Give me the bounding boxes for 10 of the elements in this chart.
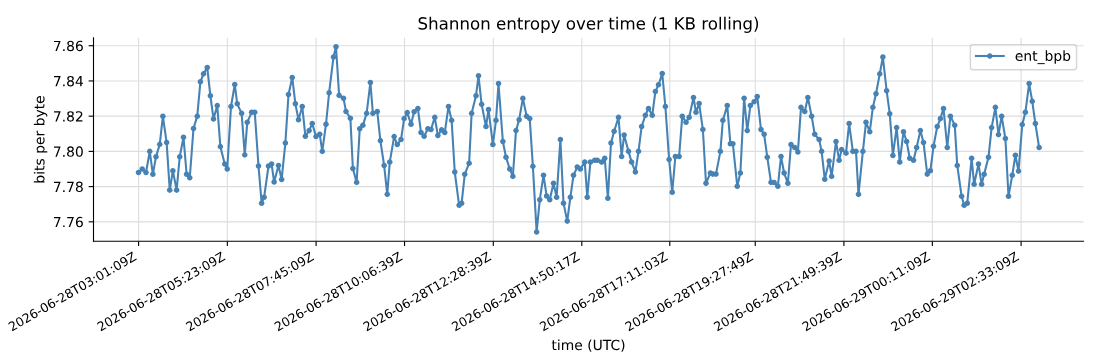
y-tick-label: 7.84 [53,75,83,87]
chart-title: Shannon entropy over time (1 KB rolling) [418,16,759,33]
y-axis-title: bits per byte [33,96,48,183]
y-tick-label: 7.76 [53,216,83,228]
y-tick-label: 7.82 [53,111,83,122]
legend-label: ent_bpb [1015,50,1071,65]
y-tick-label: 7.86 [53,40,83,52]
y-tick-label: 7.80 [53,146,83,157]
y-tick-label: 7.78 [53,181,83,193]
x-axis-title: time (UTC) [551,339,625,352]
